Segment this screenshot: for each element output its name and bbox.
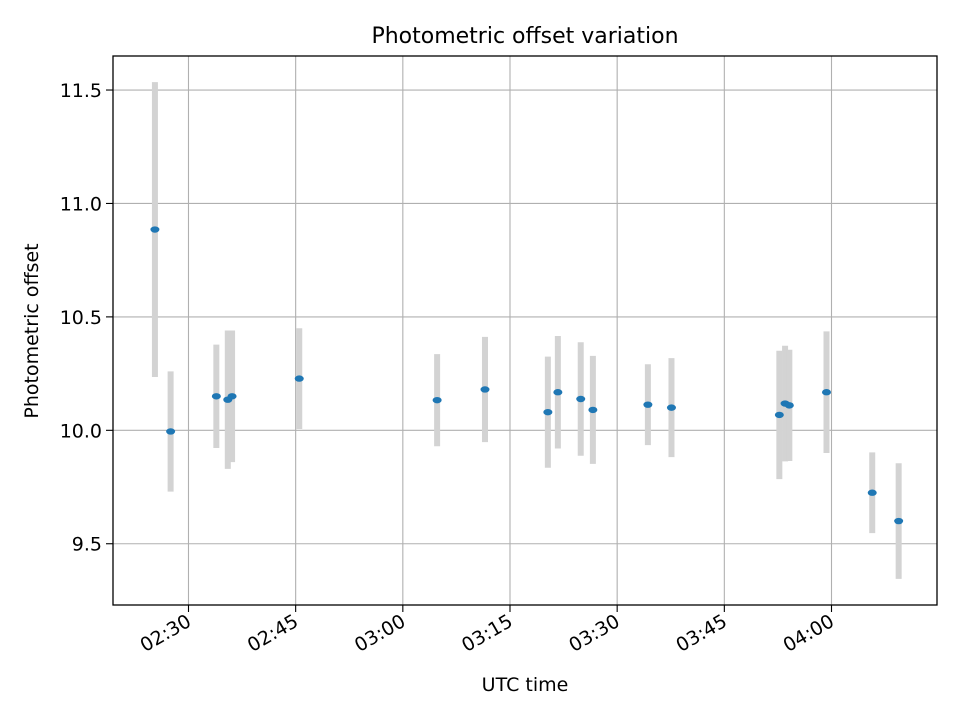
error-bars [151, 82, 902, 579]
data-point [894, 517, 904, 525]
data-point [166, 428, 176, 435]
data-point [774, 411, 784, 419]
data-point [553, 389, 563, 396]
y-tick-label: 9.5 [72, 534, 102, 556]
x-tick-label: 02:30 [137, 610, 195, 656]
y-axis: 9.5 10.0 10.5 11.0 11.5 [60, 80, 113, 556]
data-point [432, 396, 442, 404]
data-point [211, 393, 221, 400]
data-point [821, 389, 831, 396]
y-tick-label: 10.0 [60, 420, 102, 442]
y-tick-label: 11.0 [60, 193, 102, 215]
x-tick-label: 03:00 [351, 610, 409, 656]
data-points [150, 226, 904, 525]
data-point [588, 406, 598, 414]
x-axis-label: UTC time [482, 674, 569, 696]
data-point [666, 404, 676, 411]
x-axis: 02:30 02:45 03:00 03:15 03:30 03:45 04:00 [137, 605, 838, 657]
x-tick-label: 03:45 [672, 610, 730, 656]
plot-frame [112, 55, 938, 606]
data-point [867, 489, 877, 496]
y-tick-label: 10.5 [60, 307, 102, 329]
x-tick-label: 04:00 [780, 610, 838, 656]
data-point [543, 408, 553, 416]
data-point [576, 395, 586, 403]
x-tick-label: 02:45 [244, 610, 302, 656]
grid-lines [113, 56, 937, 605]
data-point [480, 386, 490, 393]
data-point [227, 393, 237, 400]
y-axis-label: Photometric offset [21, 243, 43, 418]
x-tick-label: 03:30 [565, 610, 623, 656]
data-point [150, 226, 160, 233]
y-tick-label: 11.5 [60, 80, 102, 102]
chart-title: Photometric offset variation [371, 24, 678, 49]
data-point [643, 401, 653, 408]
x-tick-label: 03:15 [458, 610, 516, 656]
data-point [294, 375, 304, 382]
data-point [784, 402, 794, 409]
